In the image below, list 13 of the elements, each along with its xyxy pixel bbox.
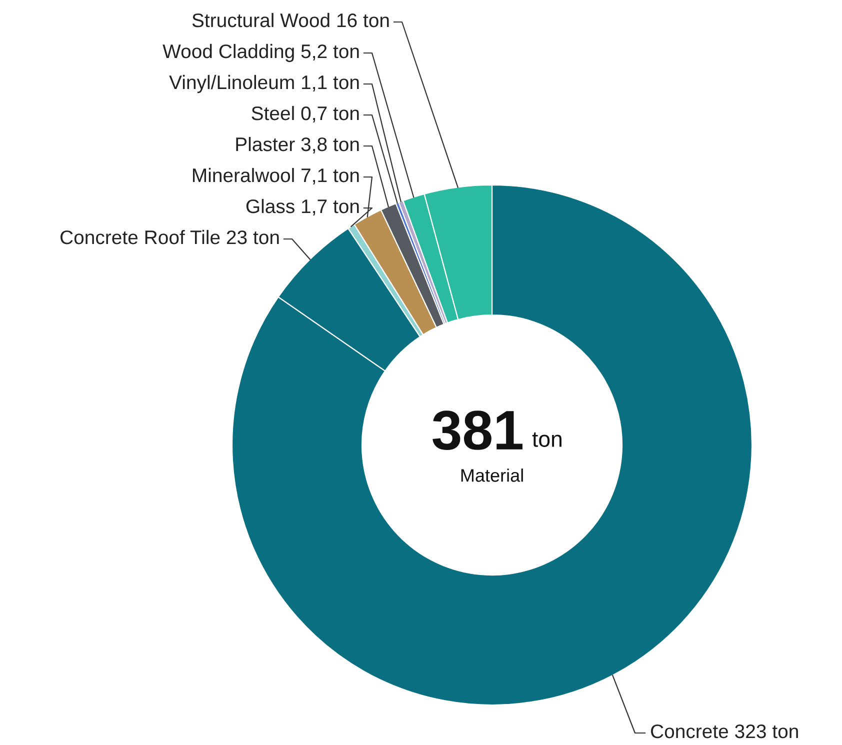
slice-label: Steel 0,7 ton — [252, 106, 359, 123]
slice-label: Glass 1,7 ton — [246, 198, 359, 216]
donut-slice — [278, 228, 421, 372]
slice-label: Structural Wood 16 ton — [192, 12, 389, 28]
slice-label: Wood Cladding 5,2 ton — [162, 44, 359, 62]
slice-label: Plaster 3,8 ton — [236, 136, 359, 154]
text: Material — [461, 468, 523, 482]
slice-label: Mineralwool 7,1 ton — [192, 168, 359, 185]
text: ton — [532, 432, 562, 447]
slice-label: Concrete 323 ton — [650, 724, 798, 738]
slice-label: Concrete Roof Tile 23 ton — [60, 230, 279, 244]
text: 381 — [432, 410, 522, 450]
slice-label: Vinyl/Linoleum 1,1 ton — [169, 74, 359, 94]
